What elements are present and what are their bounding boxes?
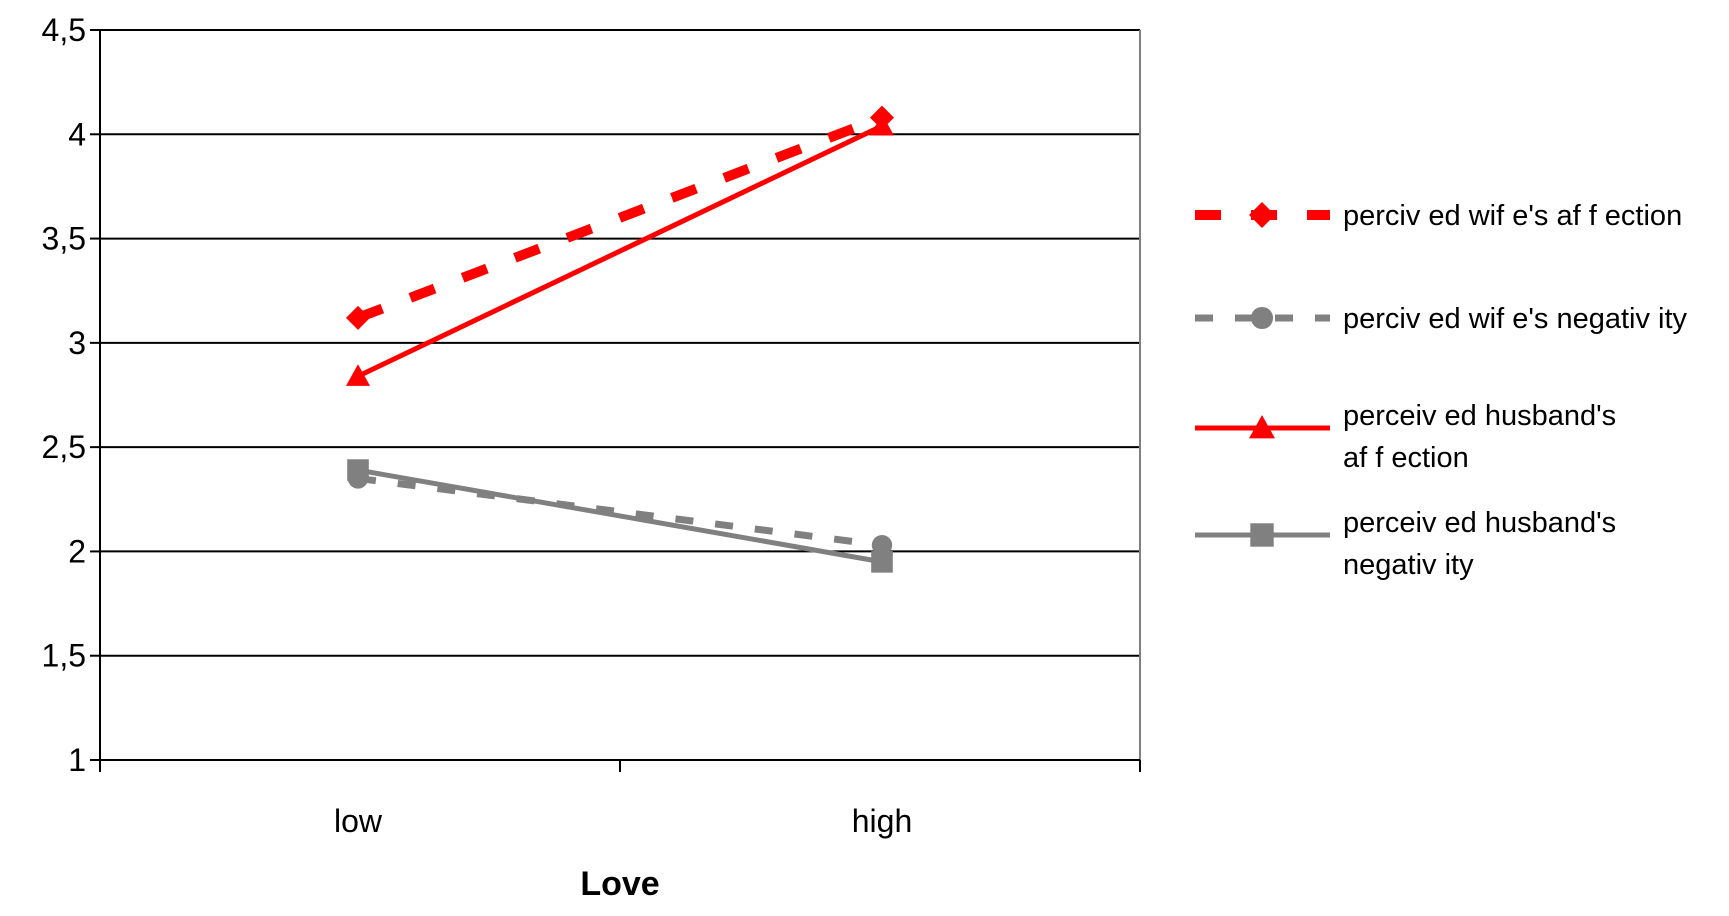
legend-swatch-marker [1249, 202, 1275, 228]
legend-swatch-marker [1250, 523, 1274, 547]
y-tick-label: 4 [68, 116, 86, 152]
series-line [357, 467, 883, 565]
legend: perciv ed wif e's af f ection perciv ed w… [1195, 200, 1688, 581]
data-point [346, 305, 370, 330]
legend-label-line: negativ ity [1343, 549, 1474, 581]
gridlines [100, 29, 1140, 657]
x-tick-label: low [334, 803, 383, 839]
data-point [871, 534, 893, 556]
legend-label: perceiv ed husband's negativ ity [1343, 507, 1616, 581]
series-line [357, 474, 883, 549]
legend-label-line: perciv ed wif e's negativ ity [1343, 303, 1688, 335]
data-point [347, 459, 369, 481]
legend-label: perceiv ed husband's af f ection [1343, 400, 1616, 474]
y-tick-label: 1,5 [42, 638, 86, 674]
y-tick-label: 4,5 [42, 12, 86, 48]
x-tick-label: high [852, 803, 913, 839]
series-4 [347, 459, 893, 573]
legend-swatch-marker [1250, 306, 1274, 330]
legend-label: perciv ed wif e's negativ ity [1343, 303, 1688, 335]
legend-label-line: af f ection [1343, 442, 1469, 474]
legend-swatch-marker [1249, 415, 1275, 439]
y-tick-label: 3 [68, 325, 86, 361]
axes: 1 1,5 2 2,5 3 3,5 4 4,5 low high [42, 12, 1141, 839]
legend-item-2: perciv ed wif e's negativ ity [1195, 303, 1688, 335]
series-group [346, 105, 894, 573]
legend-label-line: perceiv ed husband's [1343, 400, 1616, 432]
legend-item-3: perceiv ed husband's af f ection [1195, 400, 1616, 474]
series-3 [346, 113, 894, 386]
legend-item-4: perceiv ed husband's negativ ity [1195, 507, 1616, 581]
legend-label-line: perceiv ed husband's [1343, 507, 1616, 539]
legend-label-line: perciv ed wif e's af f ection [1343, 200, 1682, 232]
y-tick-label: 3,5 [42, 221, 86, 257]
y-tick-label: 1 [68, 742, 86, 778]
y-tick-label: 2 [68, 533, 86, 569]
series-line [356, 123, 884, 379]
legend-label: perciv ed wif e's af f ection [1343, 200, 1682, 232]
series-line [356, 112, 884, 323]
data-point [346, 364, 370, 386]
legend-item-1: perciv ed wif e's af f ection [1195, 200, 1682, 232]
data-point [870, 113, 894, 136]
x-axis-title: Love [580, 865, 659, 903]
series-1 [346, 105, 894, 330]
data-point [871, 551, 893, 573]
y-tick-label: 2,5 [42, 429, 86, 465]
